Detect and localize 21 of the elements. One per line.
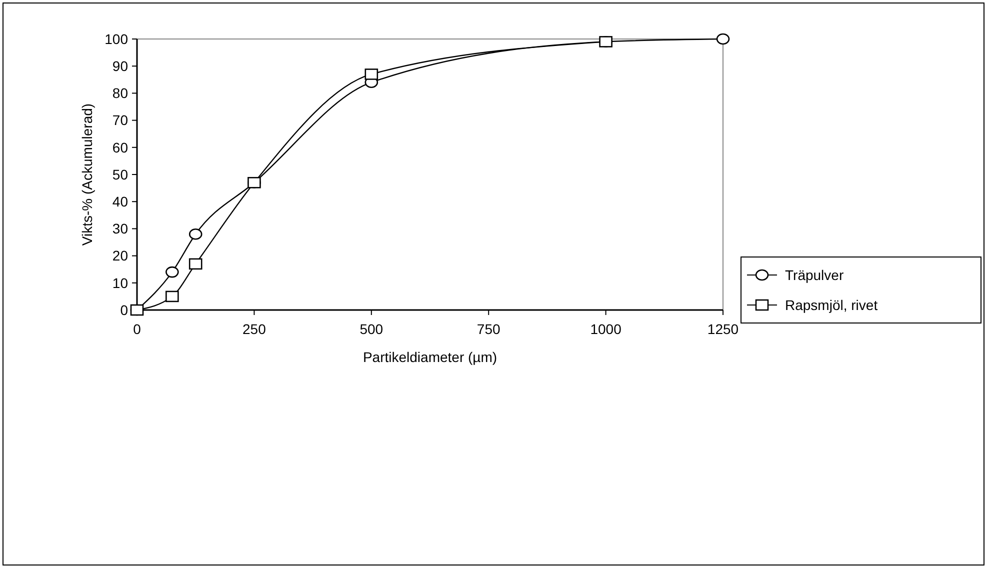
- y-axis-title: Vikts-% (Ackumulerad): [79, 103, 95, 246]
- y-tick-label: 30: [112, 220, 128, 237]
- y-tick-label: 40: [112, 194, 128, 210]
- legend-label: Rapsmjöl, rivet: [785, 296, 878, 313]
- y-tick-label: 0: [120, 302, 128, 318]
- x-tick-label: 1000: [590, 321, 622, 337]
- x-tick-label: 1250: [707, 321, 739, 337]
- y-tick-label: 60: [112, 139, 128, 156]
- y-tick-label: 100: [104, 30, 128, 47]
- x-tick-label: 750: [476, 321, 500, 337]
- y-tick-label: 80: [112, 85, 128, 102]
- y-tick-label: 20: [112, 248, 128, 264]
- x-tick-label: 500: [360, 321, 384, 337]
- y-tick-label: 70: [112, 112, 128, 128]
- x-axis-title: Partikeldiameter (µm): [362, 349, 498, 365]
- y-tick-label: 10: [112, 274, 128, 291]
- y-tick-label: 50: [112, 166, 128, 182]
- y-tick-label: 90: [112, 58, 128, 74]
- x-tick-label: 250: [242, 321, 266, 337]
- x-tick-label: 0: [133, 321, 142, 337]
- legend-label: Träpulver: [785, 266, 844, 283]
